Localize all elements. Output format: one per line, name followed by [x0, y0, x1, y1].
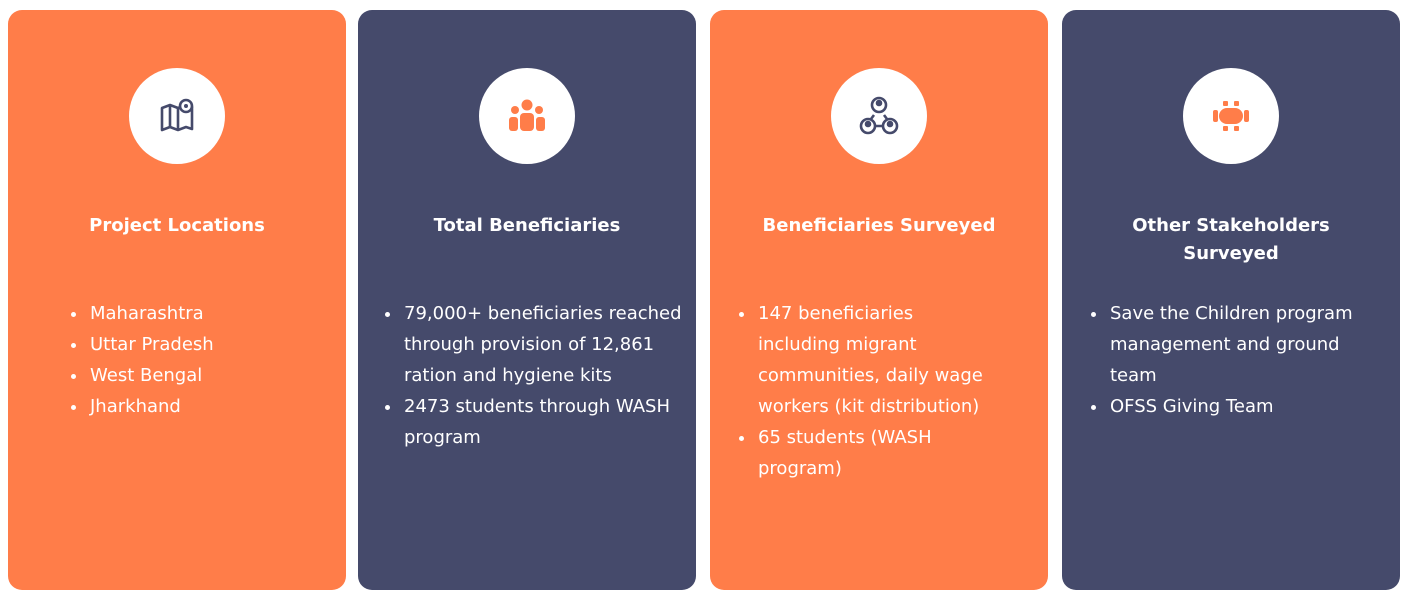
page: Project Locations Maharashtra Uttar Prad…	[0, 0, 1405, 578]
bullet-list: 79,000+ beneficiaries reached through pr…	[380, 298, 692, 453]
bullet: Jharkhand	[88, 391, 328, 422]
card: Other Stakeholders Surveyed Save the Chi…	[1062, 10, 1400, 590]
icon	[831, 68, 927, 164]
bullet: 79,000+ beneficiaries reached through pr…	[402, 298, 692, 391]
bullet: 65 students (WASH program)	[756, 422, 996, 484]
bullet: West Bengal	[88, 360, 328, 391]
icon	[1183, 68, 1279, 164]
icon	[479, 68, 575, 164]
bullet: Maharashtra	[88, 298, 328, 329]
card: Total Beneficiaries 79,000+ beneficiarie…	[358, 10, 696, 590]
card-title: Total Beneficiaries	[433, 215, 621, 236]
card-title: Other Stakeholders Surveyed	[1132, 215, 1330, 264]
bullet: 2473 students through WASH program	[402, 391, 692, 453]
card-title: Beneficiaries Surveyed	[762, 215, 996, 236]
bullet: OFSS Giving Team	[1108, 391, 1388, 422]
card: Project Locations Maharashtra Uttar Prad…	[8, 10, 346, 590]
bullet: Uttar Pradesh	[88, 329, 328, 360]
bullet-list: Save the Children program management and…	[1086, 298, 1388, 422]
icon	[129, 68, 225, 164]
bullet-list: Maharashtra Uttar Pradesh West Bengal Jh…	[66, 298, 328, 422]
bullet: Save the Children program management and…	[1108, 298, 1388, 391]
card-title: Project Locations	[89, 215, 265, 236]
bullet: 147 beneficiaries including migrant comm…	[756, 298, 996, 422]
card: Beneficiaries Surveyed 147 beneficiaries…	[710, 10, 1048, 590]
bullet-list: 147 beneficiaries including migrant comm…	[734, 298, 996, 484]
